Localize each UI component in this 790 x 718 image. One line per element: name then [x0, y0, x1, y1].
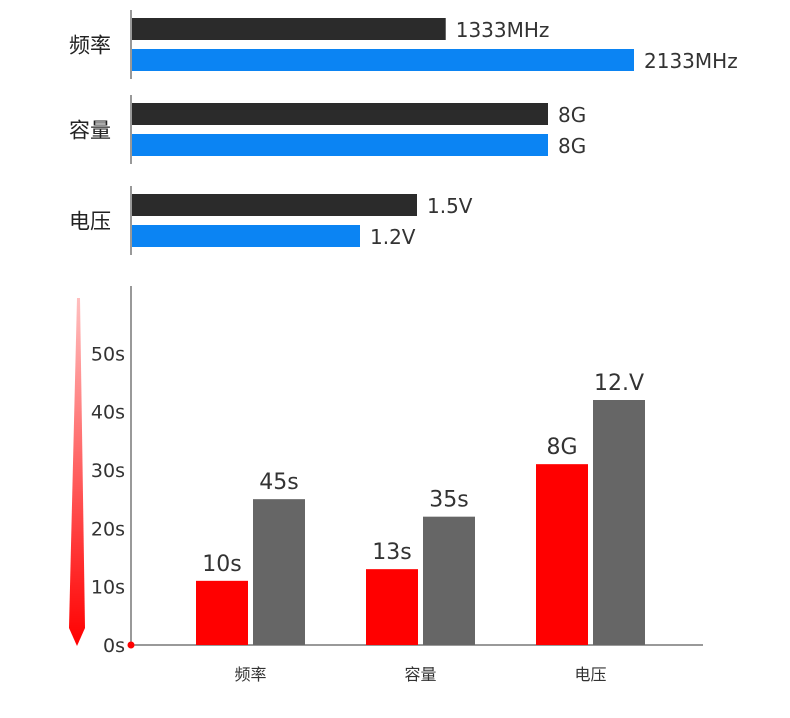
- vbar-value-label: 45s: [259, 470, 298, 495]
- y-tick-label: 0s: [103, 635, 125, 657]
- vbar-value-label: 10s: [202, 552, 241, 577]
- vbar-value-label: 12.V: [594, 371, 644, 396]
- vbar: [593, 400, 645, 645]
- vbar: [366, 569, 418, 645]
- vbar-value-label: 35s: [429, 488, 468, 513]
- y-tick-label: 40s: [91, 402, 125, 424]
- hbar: [132, 134, 548, 156]
- hbar-value-label: 1.5V: [427, 194, 473, 218]
- hbar-value-label: 1.2V: [370, 225, 416, 249]
- x-category-label: 频率: [234, 665, 266, 684]
- vbar: [536, 464, 588, 645]
- vbar: [253, 499, 305, 645]
- category-label: 频率: [69, 34, 111, 58]
- vbar-value-label: 8G: [546, 435, 577, 460]
- y-tick-label: 50s: [91, 343, 125, 365]
- vbar-value-label: 13s: [372, 540, 411, 565]
- hbar: [132, 103, 548, 125]
- y-tick-label: 10s: [91, 577, 125, 599]
- hbar: [132, 18, 446, 40]
- hbar: [132, 49, 634, 71]
- hbar: [132, 194, 417, 216]
- y-tick-label: 20s: [91, 518, 125, 540]
- origin-dot: [127, 641, 135, 649]
- hbar-value-label: 2133MHz: [644, 49, 738, 73]
- y-tick-label: 30s: [91, 460, 125, 482]
- vbar: [196, 580, 248, 645]
- category-label: 电压: [69, 210, 111, 234]
- hbar-value-label: 1333MHz: [456, 18, 550, 42]
- x-category-label: 电压: [574, 665, 606, 684]
- x-category-label: 容量: [404, 665, 436, 684]
- hbar-value-label: 8G: [558, 103, 586, 127]
- hbar: [132, 225, 360, 247]
- vbar: [423, 516, 475, 645]
- speed-arrow-icon: [69, 298, 85, 646]
- hbar-value-label: 8G: [558, 134, 586, 158]
- category-label: 容量: [69, 119, 111, 143]
